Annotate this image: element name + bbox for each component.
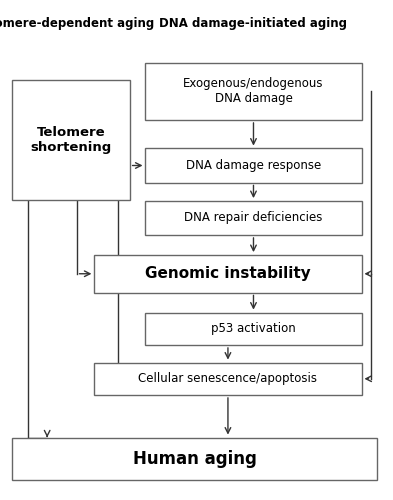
FancyBboxPatch shape	[94, 362, 362, 395]
Text: DNA damage-initiated aging: DNA damage-initiated aging	[160, 18, 347, 30]
Text: Genomic instability: Genomic instability	[145, 266, 311, 281]
FancyBboxPatch shape	[145, 201, 362, 235]
Text: Exogenous/endogenous
DNA damage: Exogenous/endogenous DNA damage	[183, 77, 324, 106]
FancyBboxPatch shape	[145, 148, 362, 182]
FancyBboxPatch shape	[12, 80, 130, 200]
Text: Telomere
shortening: Telomere shortening	[30, 126, 111, 154]
Text: DNA damage response: DNA damage response	[186, 159, 321, 172]
Text: DNA repair deficiencies: DNA repair deficiencies	[184, 212, 323, 224]
Text: p53 activation: p53 activation	[211, 322, 296, 335]
Text: Cellular senescence/apoptosis: Cellular senescence/apoptosis	[138, 372, 318, 385]
Text: Telomere-dependent aging: Telomere-dependent aging	[0, 18, 154, 30]
FancyBboxPatch shape	[94, 255, 362, 292]
Text: Human aging: Human aging	[132, 450, 257, 468]
FancyBboxPatch shape	[145, 62, 362, 120]
FancyBboxPatch shape	[12, 438, 377, 480]
FancyBboxPatch shape	[145, 312, 362, 345]
